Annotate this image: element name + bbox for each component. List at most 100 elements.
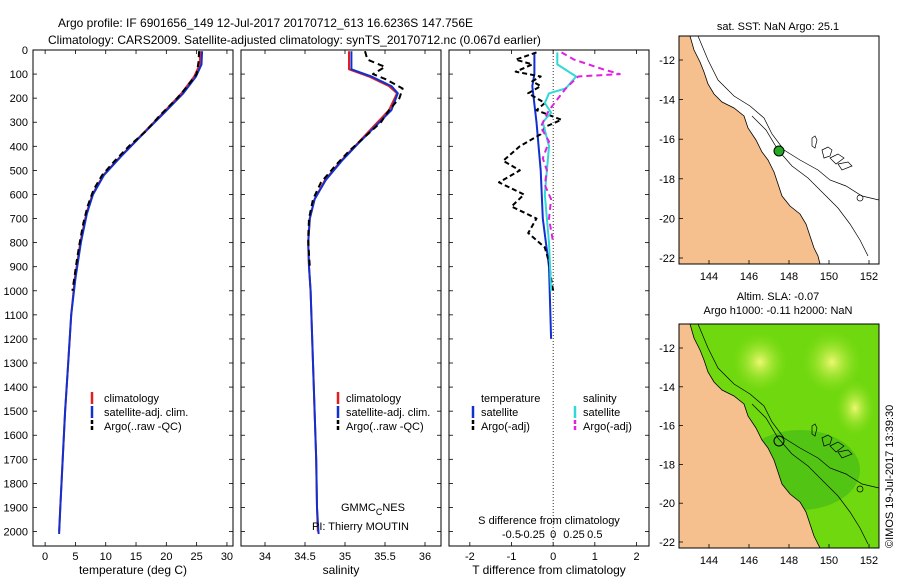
temperature-panel-frame [32,49,234,547]
series-line [307,51,399,535]
sst-map-argo-position [773,145,785,157]
map-x-tick-label: 146 [740,555,758,567]
map-y-tick-label: -22 [659,253,675,265]
map-y-tick-label: -14 [659,95,675,107]
sst-map-ticks: 144 146 148 150 152 -12 -14 -16 -18 -20 -22 [659,55,878,283]
map-y-tick-label: -14 [659,382,675,394]
legend-argo-label: Argo(..raw -QC) [104,421,182,433]
map-x-tick-label: 146 [740,271,758,283]
depth-tick-label: 1500 [4,406,28,418]
sla-map-title-line2: Argo h1000: -0.11 h2000: NaN [703,305,852,317]
difference-xlabel-top: S difference from climatology [478,515,620,527]
map-y-tick-label: -12 [659,343,675,355]
map-x-tick-label: 150 [820,271,838,283]
map-x-tick-label: 148 [780,271,798,283]
sla-map-high-2 [802,330,862,394]
top-tick-label: -0.5 [502,529,521,541]
top-tick-label: -0.25 [520,529,545,541]
series-line [498,51,563,291]
top-tick-label: 0 [550,529,556,541]
sla-map-frame [678,323,880,549]
temperature-chart: 0 5 10 15 20 25 30 [42,50,233,563]
legend-temp-argo-label: Argo(-adj) [481,421,530,433]
map-y-tick-label: -18 [659,174,675,186]
depth-tick-label: 0 [22,45,28,57]
project-name-b: NES [382,502,405,514]
map-y-tick-label: -20 [659,498,675,510]
map-x-tick-label: 144 [700,555,718,567]
sla-map-reefs [811,423,853,459]
map-y-tick-label: -16 [659,421,675,433]
sla-map-land [679,324,821,548]
depth-tick-label: 100 [10,69,28,81]
temperature-legend: climatology satellite-adj. clim. Argo(..… [90,392,188,433]
figure-title-line2: Climatology: CARS2009. Satellite-adjuste… [48,33,541,47]
depth-tick-label: 200 [10,93,28,105]
legend-temp-sat-label: satellite [481,407,518,419]
sst-map-shelf-edge [751,115,869,257]
x-tick-label: 34.5 [294,551,315,563]
x-tick-label: 15 [130,551,142,563]
legend-clim-label: climatology [104,393,160,405]
x-tick-label: 34 [259,551,271,563]
x-tick-label: 25 [191,551,203,563]
x-tick-label: 10 [100,551,112,563]
series-line [541,52,578,291]
sst-map-reefs [811,135,853,171]
map-y-tick-label: -18 [659,459,675,471]
difference-panel-frame [448,49,650,547]
legend-sat-label: satellite-adj. clim. [104,407,188,419]
salinity-chart: 34 34.5 35 35.5 36 [259,50,431,563]
x-tick-label: -1 [507,551,517,563]
x-tick-label: 20 [160,551,172,563]
difference-legend: temperature salinity satellite Argo(-adj… [471,393,632,433]
series-line [307,50,404,267]
investigator-stamp: GMMCCNES PI: Thierry MOUTIN [312,502,409,533]
salinity-xlabel: salinity [323,563,360,577]
depth-tick-label: 1100 [4,310,28,322]
depth-tick-label: 1700 [4,454,28,466]
depth-tick-label: 300 [10,117,28,129]
legend-sal-argo-label: Argo(-adj) [583,421,632,433]
depth-tick-label: 1400 [4,382,28,394]
sla-map-high-1 [732,332,788,392]
depth-tick-label: 1800 [4,478,28,490]
top-tick-label: 0.25 [563,529,584,541]
map-x-tick-label: 148 [780,555,798,567]
depth-tick-label: 900 [10,262,28,274]
top-tick-label: 0.5 [587,529,602,541]
map-x-tick-label: 152 [860,555,878,567]
x-tick-label: 36 [419,551,431,563]
map-y-tick-label: -20 [659,213,675,225]
sla-map-reef-edge [697,324,879,489]
depth-tick-label: 1300 [4,358,28,370]
figure-title-line1: Argo profile: IF 6901656_149 12-Jul-2017… [58,16,473,30]
sst-map-frame [678,35,880,265]
project-name-a: GMMC [341,502,376,514]
depth-tick-label: 700 [10,214,28,226]
pi-name: PI: Thierry MOUTIN [312,521,409,533]
legend-argo-label: Argo(..raw -QC) [346,421,424,433]
map-x-tick-label: 144 [700,271,718,283]
x-tick-label: 0 [550,551,556,563]
sst-map-land [679,36,821,264]
x-tick-label: 30 [221,551,233,563]
sla-map-islet [856,485,864,493]
x-tick-label: 35 [339,551,351,563]
imos-timestamp: ©IMOS 19-Jul-2017 13:39:30 [884,405,896,548]
sst-map-islet [856,194,864,202]
series-line [539,51,621,243]
depth-tick-label: 1000 [4,286,28,298]
legend-salinity-title: salinity [583,393,617,405]
project-name-sub: C [376,507,383,517]
depth-tick-label: 500 [10,165,28,177]
salinity-panel-frame [240,49,442,547]
map-y-tick-label: -12 [659,55,675,67]
map-y-tick-label: -16 [659,134,675,146]
salinity-legend: climatology satellite-adj. clim. Argo(..… [336,392,430,433]
map-x-tick-label: 152 [860,271,878,283]
sla-map-high-3 [835,380,875,436]
depth-tick-label: 800 [10,238,28,250]
series-line [58,51,204,535]
